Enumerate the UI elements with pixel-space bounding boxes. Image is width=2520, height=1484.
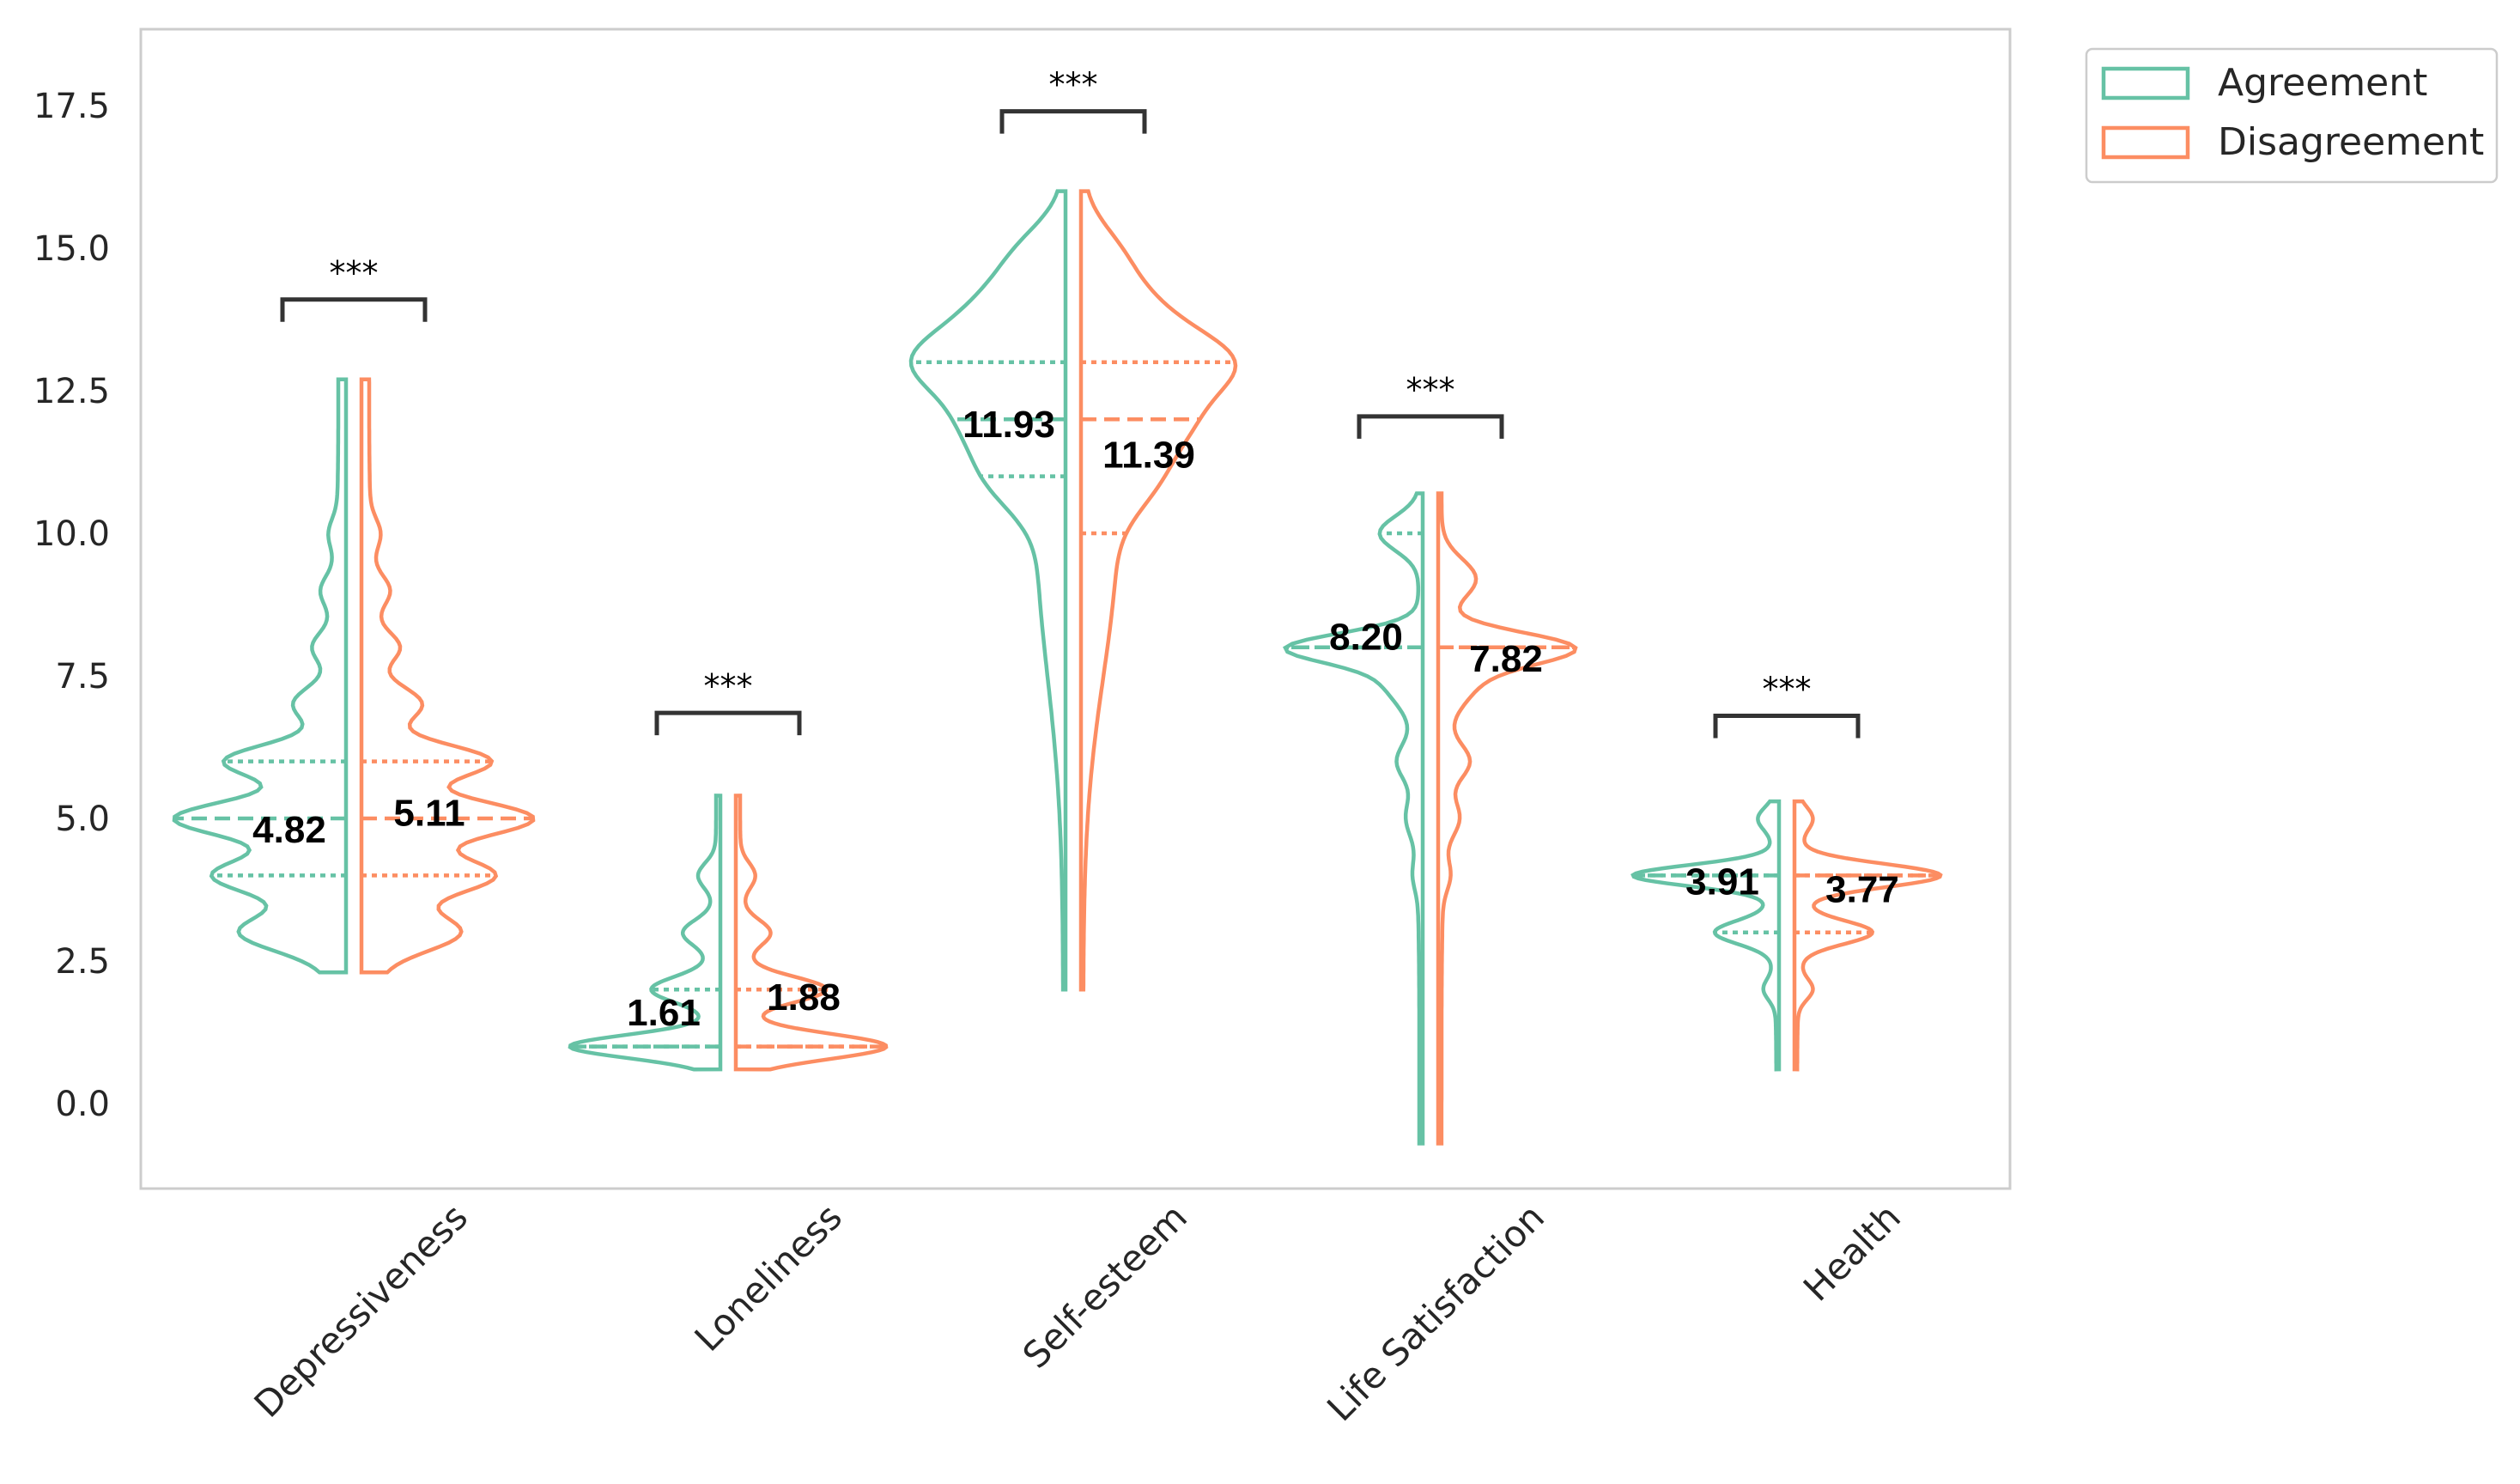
median-label-agreement: 8.20	[1329, 617, 1403, 659]
median-label-disagreement: 3.77	[1825, 869, 1899, 911]
significance-brackets: *** *** *** *** ***	[280, 66, 1861, 739]
median-labels: 4.82 5.11 1.61 1.88 11.93 11.39 8.20 7.82 3.91 3.…	[252, 404, 1899, 1034]
violin-agreement	[568, 794, 723, 1072]
median-label-disagreement: 1.88	[767, 976, 841, 1019]
violin-disagreement	[1436, 491, 1578, 1146]
significance-bracket	[654, 710, 802, 736]
median-label-agreement: 11.93	[962, 404, 1055, 446]
legend-swatch-agreement	[2101, 66, 2190, 100]
violin-agreement	[908, 189, 1068, 992]
median-label-disagreement: 11.39	[1102, 435, 1195, 477]
y-axis: 0.0 2.5 5.0 7.5 10.0 12.5 15.0 17.5	[33, 87, 110, 1124]
legend-swatch-disagreement	[2101, 125, 2190, 160]
median-label-agreement: 3.91	[1685, 861, 1759, 903]
legend-label-agreement: Agreement	[2218, 61, 2427, 105]
violin-disagreement	[1792, 799, 1943, 1072]
legend: Agreement Disagreement	[2085, 47, 2499, 184]
violin-disagreement	[1078, 189, 1238, 992]
y-tick-label: 17.5	[33, 87, 110, 126]
y-tick-label: 7.5	[55, 657, 110, 696]
significance-stars: ***	[1763, 670, 1812, 708]
legend-label-disagreement: Disagreement	[2218, 120, 2484, 164]
y-tick-label: 2.5	[55, 942, 110, 982]
y-tick-label: 12.5	[33, 372, 110, 411]
violin-disagreement	[733, 794, 889, 1072]
y-tick-label: 5.0	[55, 800, 110, 839]
y-tick-label: 0.0	[55, 1085, 110, 1124]
significance-stars: ***	[330, 254, 379, 292]
y-tick-label: 15.0	[33, 229, 110, 269]
median-label-agreement: 1.61	[627, 992, 701, 1034]
significance-stars: ***	[1049, 66, 1098, 104]
median-label-agreement: 4.82	[252, 809, 326, 851]
plot-area	[139, 27, 2012, 1190]
significance-bracket	[999, 109, 1147, 134]
significance-bracket	[1357, 414, 1504, 439]
median-label-disagreement: 7.82	[1469, 638, 1543, 680]
significance-stars: ***	[704, 667, 753, 705]
y-tick-label: 10.0	[33, 514, 110, 554]
median-label-disagreement: 5.11	[393, 793, 465, 835]
significance-bracket	[280, 297, 428, 322]
significance-stars: ***	[1406, 371, 1455, 409]
violin-agreement	[1630, 799, 1782, 1072]
significance-bracket	[1713, 713, 1861, 739]
violin-agreement	[1283, 491, 1425, 1146]
violins-layer	[172, 189, 1943, 1146]
